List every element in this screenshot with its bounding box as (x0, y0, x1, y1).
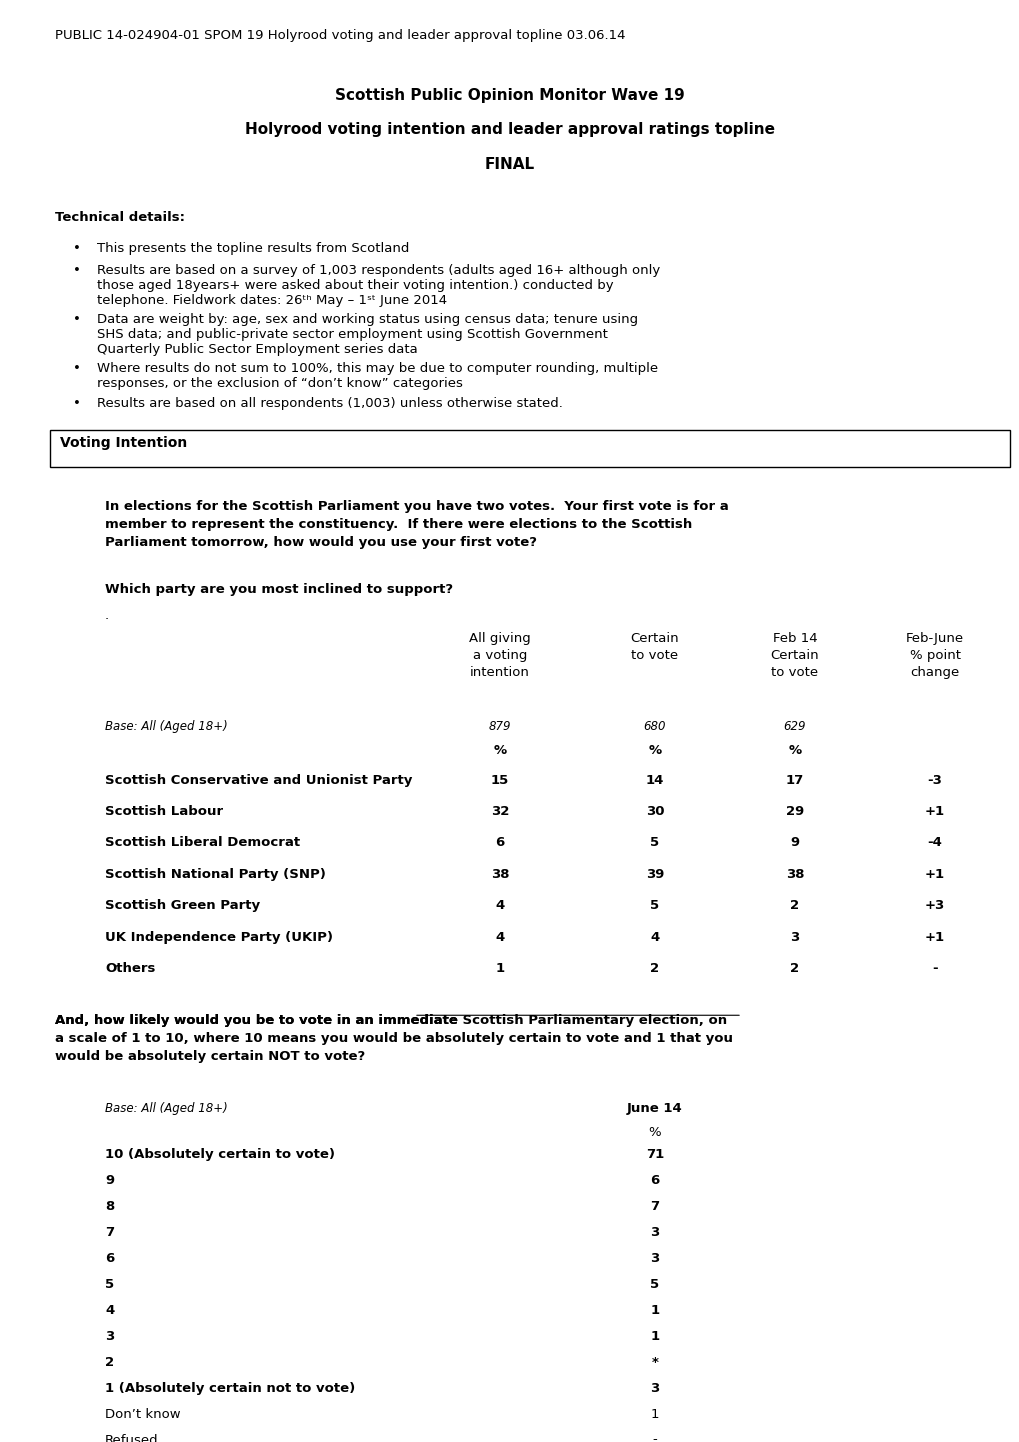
Text: 1: 1 (650, 1304, 659, 1317)
Text: +3: +3 (924, 900, 945, 913)
Text: This presents the topline results from Scotland: This presents the topline results from S… (97, 242, 409, 255)
Text: 5: 5 (650, 900, 659, 913)
Text: %: % (788, 744, 801, 757)
Text: 2: 2 (790, 962, 799, 975)
Text: Base: All (Aged 18+): Base: All (Aged 18+) (105, 720, 227, 733)
Text: Voting Intention: Voting Intention (60, 435, 187, 450)
Text: 3: 3 (650, 1381, 659, 1394)
Text: And, how likely would you be to vote in an immediate: And, how likely would you be to vote in … (55, 1014, 462, 1027)
Text: -3: -3 (926, 774, 942, 787)
Text: 17: 17 (785, 774, 803, 787)
Text: 15: 15 (490, 774, 508, 787)
Text: Certain
to vote: Certain to vote (630, 632, 679, 662)
Text: 39: 39 (645, 868, 663, 881)
Text: +1: +1 (924, 868, 945, 881)
Text: Results are based on a survey of 1,003 respondents (adults aged 16+ although onl: Results are based on a survey of 1,003 r… (97, 264, 659, 307)
Text: 29: 29 (785, 805, 803, 818)
Text: Base: All (Aged 18+): Base: All (Aged 18+) (105, 1102, 227, 1115)
Text: All giving
a voting
intention: All giving a voting intention (469, 632, 530, 679)
Text: 2: 2 (790, 900, 799, 913)
Text: Scottish Public Opinion Monitor Wave 19: Scottish Public Opinion Monitor Wave 19 (335, 88, 684, 104)
Text: .: . (105, 610, 109, 623)
Text: 1: 1 (650, 1407, 658, 1420)
Text: %: % (648, 744, 661, 757)
Text: June 14: June 14 (627, 1102, 682, 1115)
Text: 2: 2 (105, 1355, 114, 1368)
Text: 1 (Absolutely certain not to vote): 1 (Absolutely certain not to vote) (105, 1381, 355, 1394)
Text: 14: 14 (645, 774, 663, 787)
Text: •: • (73, 264, 81, 277)
FancyBboxPatch shape (50, 430, 1009, 467)
Text: Don’t know: Don’t know (105, 1407, 180, 1420)
Text: %: % (493, 744, 506, 757)
Text: Technical details:: Technical details: (55, 211, 184, 224)
Text: *: * (651, 1355, 658, 1368)
Text: Scottish Green Party: Scottish Green Party (105, 900, 260, 913)
Text: Results are based on all respondents (1,003) unless otherwise stated.: Results are based on all respondents (1,… (97, 397, 562, 410)
Text: 38: 38 (785, 868, 803, 881)
Text: 30: 30 (645, 805, 663, 818)
Text: 680: 680 (643, 720, 665, 733)
Text: 5: 5 (650, 836, 659, 849)
Text: Others: Others (105, 962, 155, 975)
Text: 2: 2 (650, 962, 659, 975)
Text: 9: 9 (790, 836, 799, 849)
Text: 6: 6 (650, 1174, 659, 1187)
Text: PUBLIC 14-024904-01 SPOM 19 Holyrood voting and leader approval topline 03.06.14: PUBLIC 14-024904-01 SPOM 19 Holyrood vot… (55, 29, 625, 42)
Text: Which party are you most inclined to support?: Which party are you most inclined to sup… (105, 583, 452, 596)
Text: 3: 3 (105, 1330, 114, 1343)
Text: •: • (73, 362, 81, 375)
Text: 629: 629 (783, 720, 805, 733)
Text: FINAL: FINAL (484, 157, 535, 172)
Text: -: - (931, 962, 936, 975)
Text: In elections for the Scottish Parliament you have two votes.  Your first vote is: In elections for the Scottish Parliament… (105, 499, 728, 548)
Text: -: - (652, 1433, 656, 1442)
Text: +1: +1 (924, 930, 945, 943)
Text: 3: 3 (650, 1226, 659, 1239)
Text: 6: 6 (105, 1252, 114, 1265)
Text: UK Independence Party (UKIP): UK Independence Party (UKIP) (105, 930, 332, 943)
Text: Where results do not sum to 100%, this may be due to computer rounding, multiple: Where results do not sum to 100%, this m… (97, 362, 657, 391)
Text: Scottish National Party (SNP): Scottish National Party (SNP) (105, 868, 325, 881)
Text: Scottish Conservative and Unionist Party: Scottish Conservative and Unionist Party (105, 774, 412, 787)
Text: 5: 5 (650, 1278, 659, 1291)
Text: 38: 38 (490, 868, 508, 881)
Text: 1: 1 (495, 962, 504, 975)
Text: 4: 4 (495, 930, 504, 943)
Text: •: • (73, 397, 81, 410)
Text: Scottish Labour: Scottish Labour (105, 805, 223, 818)
Text: +1: +1 (924, 805, 945, 818)
Text: 3: 3 (790, 930, 799, 943)
Text: Refused: Refused (105, 1433, 159, 1442)
Text: Scottish Liberal Democrat: Scottish Liberal Democrat (105, 836, 300, 849)
Text: 879: 879 (488, 720, 511, 733)
Text: •: • (73, 242, 81, 255)
Text: 8: 8 (105, 1200, 114, 1213)
Text: Data are weight by: age, sex and working status using census data; tenure using
: Data are weight by: age, sex and working… (97, 313, 638, 356)
Text: %: % (648, 1126, 660, 1139)
Text: 7: 7 (650, 1200, 659, 1213)
Text: Feb 14
Certain
to vote: Feb 14 Certain to vote (770, 632, 818, 679)
Text: 7: 7 (105, 1226, 114, 1239)
Text: 4: 4 (650, 930, 659, 943)
Text: 6: 6 (495, 836, 504, 849)
Text: 71: 71 (645, 1148, 663, 1161)
Text: Holyrood voting intention and leader approval ratings topline: Holyrood voting intention and leader app… (245, 123, 774, 137)
Text: 4: 4 (105, 1304, 114, 1317)
Text: 5: 5 (105, 1278, 114, 1291)
Text: 9: 9 (105, 1174, 114, 1187)
Text: 10 (Absolutely certain to vote): 10 (Absolutely certain to vote) (105, 1148, 334, 1161)
Text: Feb-June
% point
change: Feb-June % point change (905, 632, 963, 679)
Text: •: • (73, 313, 81, 326)
Text: 3: 3 (650, 1252, 659, 1265)
Text: 4: 4 (495, 900, 504, 913)
Text: 1: 1 (650, 1330, 659, 1343)
Text: And, how likely would you be to vote in an immediate Scottish Parliamentary elec: And, how likely would you be to vote in … (55, 1014, 733, 1063)
Text: 32: 32 (490, 805, 508, 818)
Text: -4: -4 (926, 836, 942, 849)
